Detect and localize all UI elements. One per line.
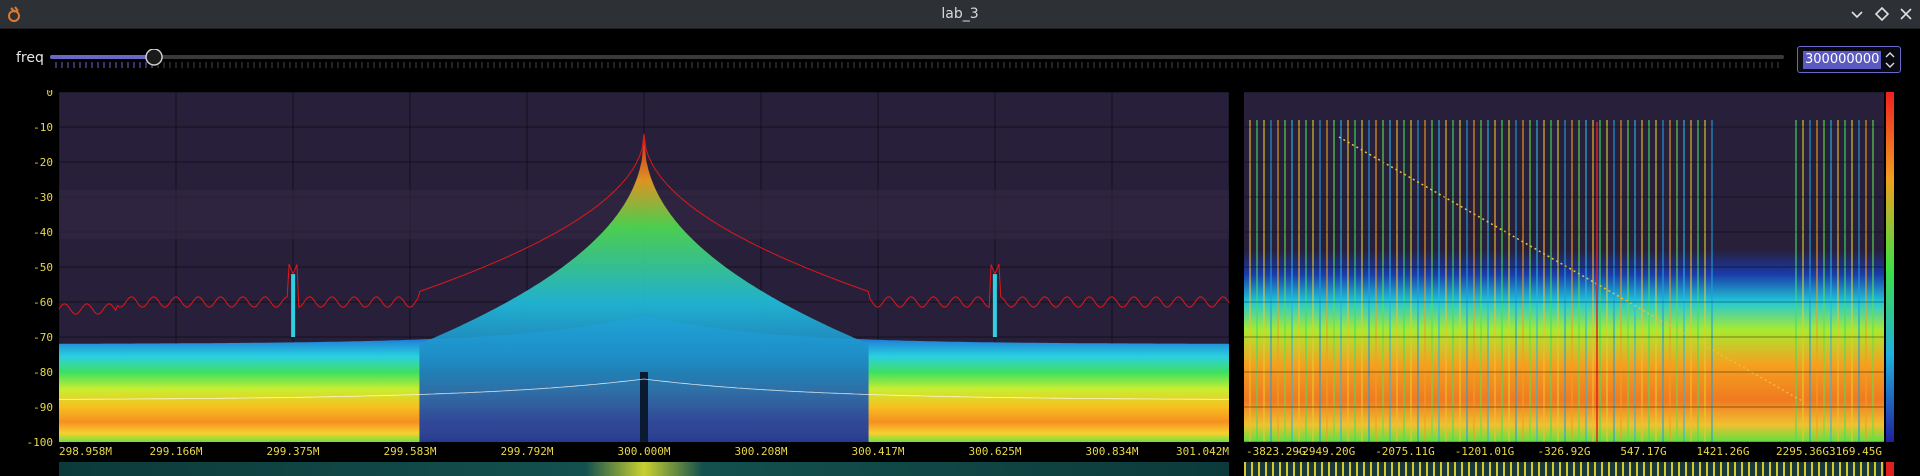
x-tick-label: 299.166M bbox=[150, 445, 203, 458]
y-tick-label: 0 bbox=[46, 90, 53, 99]
x-tick-label: 299.375M bbox=[267, 445, 320, 458]
freq-slider[interactable] bbox=[50, 49, 1784, 71]
secondary-plot: -3823.29G-2949.20G -2075.11G -1201.01G -326… bbox=[1244, 91, 1894, 458]
x-tick-label: 301.042M bbox=[1176, 445, 1229, 458]
center-dark-line bbox=[640, 372, 648, 442]
x-tick-label: 300.417M bbox=[852, 445, 905, 458]
x-tick-label: 300.834M bbox=[1086, 445, 1139, 458]
x-tick-label: -326.92G bbox=[1538, 445, 1591, 458]
close-icon[interactable] bbox=[1897, 5, 1915, 23]
control-row: freq 300000000 bbox=[0, 29, 1920, 91]
center-peak bbox=[419, 134, 869, 442]
title-bar: lab_3 bbox=[0, 0, 1920, 29]
x-tick-label: 1421.26G bbox=[1697, 445, 1750, 458]
minimize-icon[interactable] bbox=[1848, 5, 1866, 23]
x-tick-label: 300.000M bbox=[618, 445, 671, 458]
y-tick-label: -30 bbox=[33, 191, 53, 204]
x-tick-label: -3823.29G bbox=[1246, 445, 1306, 458]
x-tick-label: 299.583M bbox=[384, 445, 437, 458]
x-tick-label: 298.958M bbox=[59, 445, 112, 458]
maximize-icon[interactable] bbox=[1873, 5, 1891, 23]
side-peak bbox=[992, 274, 997, 337]
y-tick-label: -50 bbox=[33, 261, 53, 274]
y-tick-label: -20 bbox=[33, 156, 53, 169]
waterfall-strip-left bbox=[59, 462, 1229, 476]
slider-handle[interactable] bbox=[145, 49, 163, 66]
x-tick-label: 547.17G bbox=[1620, 445, 1666, 458]
x-tick-label: -2075.11G bbox=[1375, 445, 1435, 458]
diagonal-trace bbox=[1338, 136, 1805, 403]
y-tick-label: -40 bbox=[33, 226, 53, 239]
app-icon bbox=[8, 6, 20, 22]
side-peak bbox=[291, 274, 296, 337]
spin-arrows[interactable] bbox=[1883, 49, 1897, 71]
y-tick-label: -80 bbox=[33, 366, 53, 379]
x-tick-label: -2949.20G bbox=[1296, 445, 1356, 458]
x-tick-label: 3169.45G bbox=[1829, 445, 1882, 458]
x-tick-label: 2295.36G bbox=[1776, 445, 1829, 458]
y-tick-label: -100 bbox=[27, 436, 54, 449]
spectrum-plot: 0 -10 -20 -30 -40 -50 -60 -70 -80 -90 -100 298.958… bbox=[27, 90, 1230, 458]
max-hold-trace bbox=[58, 133, 1230, 315]
x-tick-label: 300.208M bbox=[735, 445, 788, 458]
freq-spinbox[interactable]: 300000000 bbox=[1797, 46, 1901, 73]
average-trace bbox=[59, 378, 1229, 400]
y-tick-label: -10 bbox=[33, 121, 53, 134]
window-title: lab_3 bbox=[941, 6, 979, 22]
colorbar-bottom bbox=[1886, 462, 1894, 476]
x-tick-label: 300.625M bbox=[969, 445, 1022, 458]
y-tick-label: -90 bbox=[33, 401, 53, 414]
y-tick-label: -60 bbox=[33, 296, 53, 309]
freq-value[interactable]: 300000000 bbox=[1803, 51, 1882, 69]
x-tick-label: 299.792M bbox=[501, 445, 554, 458]
y-tick-label: -70 bbox=[33, 331, 53, 344]
waterfall-strip-right bbox=[1244, 462, 1884, 476]
colorbar bbox=[1886, 92, 1894, 442]
x-tick-label: -1201.01G bbox=[1455, 445, 1515, 458]
freq-label: freq bbox=[16, 50, 44, 66]
